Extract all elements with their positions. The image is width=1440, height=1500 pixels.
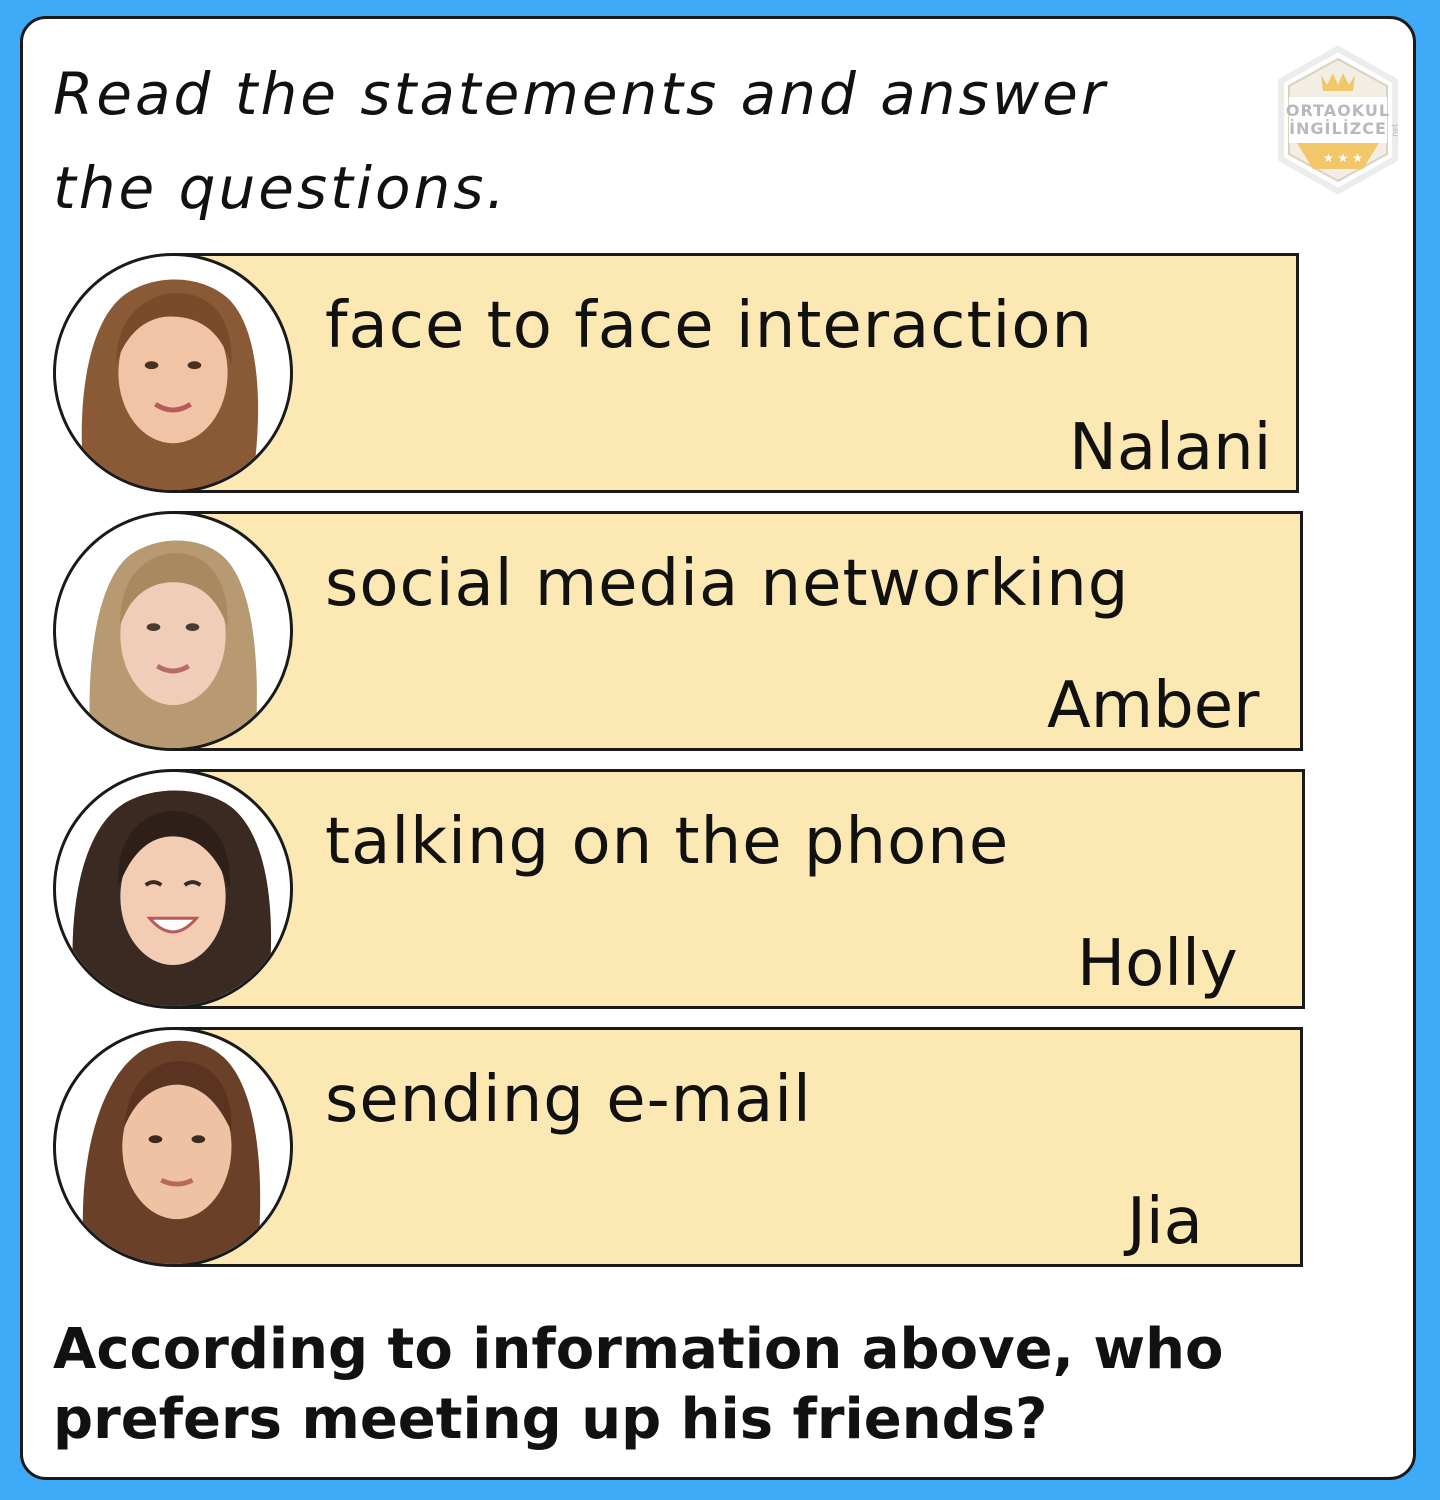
statement-text: social media networking [325, 547, 1130, 621]
avatar-photo [53, 1027, 293, 1267]
woman-portrait-icon [72, 790, 272, 1006]
woman-portrait-icon [82, 1040, 261, 1264]
statement-box [173, 1027, 1303, 1267]
instruction-text: Read the statements and answer the quest… [53, 60, 1108, 222]
logo-text-suffix: .net [1390, 123, 1400, 140]
person-name: Jia [1127, 1185, 1203, 1259]
person-name: Amber [1047, 669, 1260, 743]
ortaokul-ingilizce-logo: ★ ★ ★ ORTAOKUL İNGİLİZCE .net [1275, 45, 1401, 195]
avatar-photo [53, 253, 293, 493]
avatar-photo [53, 769, 293, 1009]
woman-portrait-icon [81, 279, 259, 490]
logo-text-line2: İNGİLİZCE [1289, 119, 1387, 138]
logo-badge-icon: ★ ★ ★ [1278, 45, 1398, 195]
svg-text:★ ★ ★: ★ ★ ★ [1323, 151, 1363, 165]
statement-text: sending e-mail [325, 1063, 812, 1137]
statement-text: talking on the phone [325, 805, 1010, 879]
person-name: Nalani [1069, 411, 1272, 485]
woman-portrait-icon [89, 540, 257, 748]
statement-box [173, 769, 1305, 1009]
avatar-photo [53, 511, 293, 751]
statement-text: face to face interaction [325, 289, 1094, 363]
logo-text-line1: ORTAOKUL [1285, 101, 1391, 120]
person-name: Holly [1077, 927, 1238, 1001]
statement-box [173, 511, 1303, 751]
statement-box [173, 253, 1299, 493]
question-text: According to information above, who pref… [53, 1317, 1224, 1452]
worksheet-card: Read the statements and answer the quest… [20, 16, 1416, 1480]
